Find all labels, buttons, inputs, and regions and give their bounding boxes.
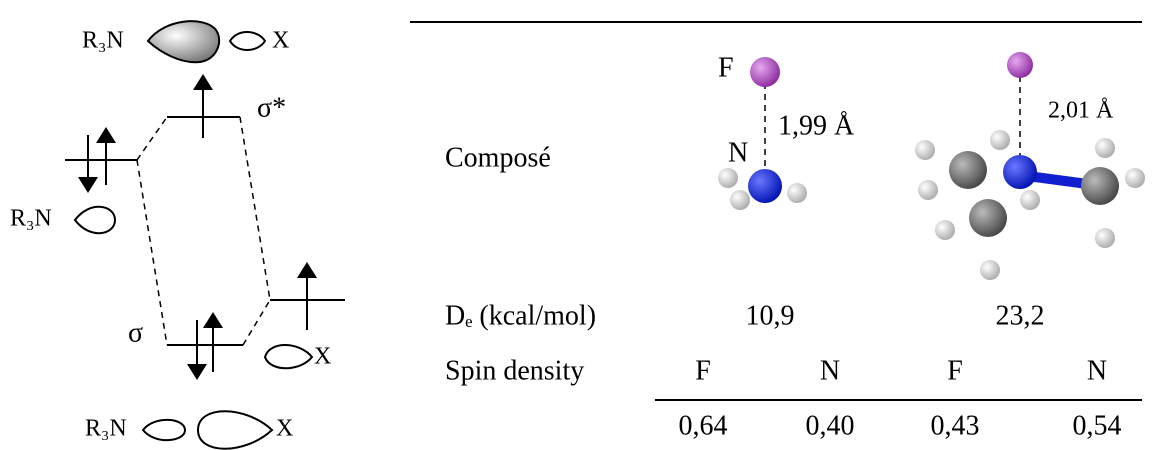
atom: [1007, 52, 1033, 78]
distance: 1,99 Å: [778, 110, 855, 141]
atom-label: F: [718, 52, 734, 83]
atom: [990, 130, 1010, 150]
cell: N: [1087, 355, 1107, 386]
atom: [918, 180, 938, 200]
atom: [935, 220, 955, 240]
atom: [1081, 167, 1119, 205]
label: X: [314, 344, 331, 370]
atom: [1095, 228, 1115, 248]
mo-diagram: R₃N X σ* R₃N σ X R₃N X: [10, 20, 345, 450]
atom: [1003, 155, 1037, 189]
cell: N: [820, 355, 840, 386]
atom: [969, 199, 1007, 237]
cell: 0,43: [931, 410, 980, 441]
cell: 10,9: [746, 300, 795, 331]
atom: [748, 169, 782, 203]
row-label: Dₑ (kcal/mol): [445, 300, 596, 331]
table: Composé F N 1,99 Å 2,01 Å Dₑ (kcal/mol) …: [410, 21, 1145, 441]
atom: [1095, 138, 1115, 158]
label: R₃N: [10, 206, 52, 232]
atom: [915, 140, 935, 160]
lobe: [141, 418, 187, 442]
label: X: [272, 28, 289, 54]
atom: [1125, 168, 1145, 188]
atom: [750, 57, 780, 87]
atom: [980, 260, 1000, 280]
label: X: [276, 416, 293, 442]
distance: 2,01 Å: [1048, 98, 1114, 124]
label: σ: [128, 317, 143, 348]
header: Composé: [445, 142, 551, 173]
atom: [787, 183, 807, 203]
cell: 23,2: [996, 300, 1045, 331]
molecule: F N 1,99 Å: [718, 52, 855, 210]
label: σ*: [257, 92, 286, 123]
atom-label: N: [728, 137, 748, 168]
cell: 0,64: [679, 410, 728, 441]
cell: F: [695, 355, 711, 386]
molecule: 2,01 Å: [915, 52, 1145, 280]
lobe: [228, 31, 267, 51]
row-label: Spin density: [445, 355, 584, 386]
atom: [949, 151, 987, 189]
lobe: [73, 205, 117, 235]
label: R₃N: [82, 28, 124, 54]
atom: [718, 168, 738, 188]
cell: 0,54: [1073, 410, 1122, 441]
label: R₃N: [85, 416, 127, 442]
cell: 0,40: [806, 410, 855, 441]
atom: [730, 190, 750, 210]
atom: [1020, 190, 1040, 210]
cell: F: [947, 355, 963, 386]
correlation-line: [136, 116, 271, 346]
lobe: [263, 344, 314, 370]
lobe: [196, 410, 274, 450]
lobe: [146, 20, 221, 64]
